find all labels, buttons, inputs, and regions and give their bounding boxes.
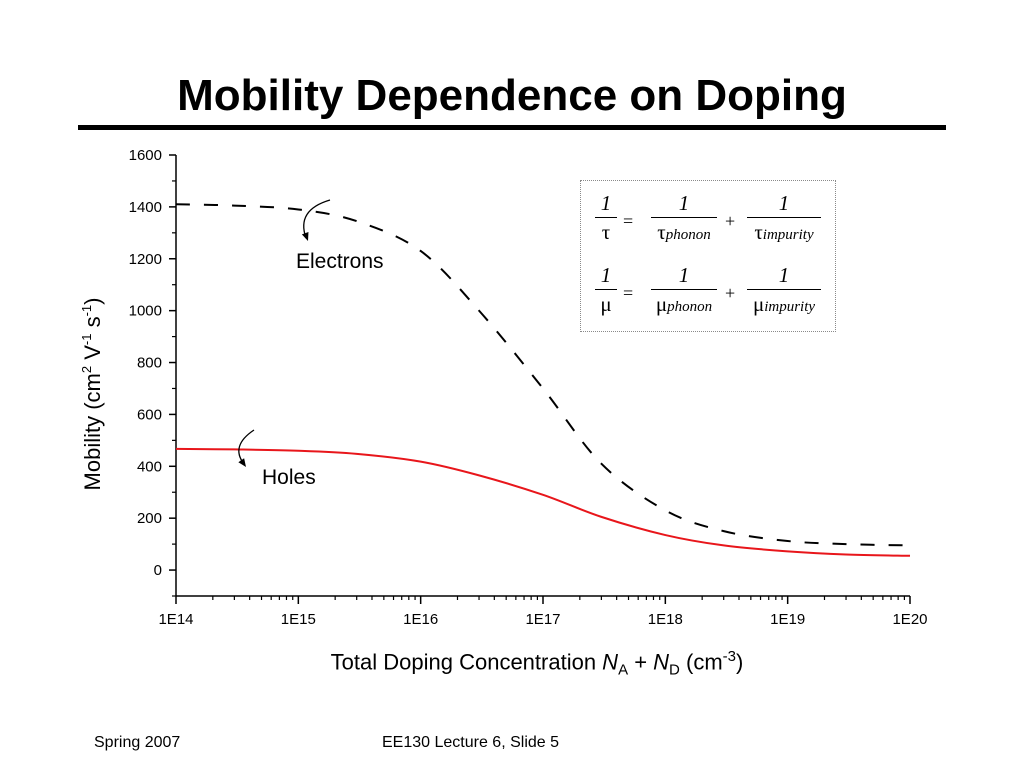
y-tick-label: 0 <box>154 562 162 579</box>
plus-sign: + <box>725 283 736 303</box>
y-tick-label: 600 <box>137 406 162 423</box>
y-tick-label: 1200 <box>129 251 162 268</box>
footer-date: Spring 2007 <box>94 734 181 751</box>
fraction: 1 μimpurity <box>747 263 821 319</box>
y-tick-label: 200 <box>137 510 162 527</box>
series-electrons-line <box>175 203 911 547</box>
x-tick-label: 1E16 <box>403 611 438 628</box>
x-axis-title: Total Doping Concentration NA + ND (cm-3… <box>330 648 744 679</box>
equals-sign: = <box>623 283 634 303</box>
plus-sign: + <box>725 211 736 231</box>
annotation-arrows <box>238 199 331 467</box>
x-tick-label: 1E14 <box>158 611 193 628</box>
slide-title: Mobility Dependence on Doping <box>177 71 847 120</box>
y-tick-label: 800 <box>137 355 162 372</box>
holes-arrow <box>238 429 255 465</box>
holes-arrowhead <box>238 458 246 467</box>
chart-series <box>175 203 911 557</box>
y-axis-title: Mobility (cm2 V-1 s-1) <box>79 298 105 491</box>
y-tick-label: 1600 <box>129 147 162 164</box>
series-holes-line <box>175 447 911 557</box>
x-tick-label: 1E15 <box>281 611 316 628</box>
y-tick-label: 400 <box>137 458 162 475</box>
electrons-label: Electrons <box>296 250 384 273</box>
fraction: 1 μphonon <box>651 263 717 319</box>
y-tick-label: 1400 <box>129 199 162 216</box>
x-tick-label: 1E20 <box>892 611 927 628</box>
chart-axes: 0 200 400 600 800 1000 1200 1400 1600 1E14 1E15 1E1… <box>129 147 928 628</box>
x-tick-label: 1E17 <box>525 611 560 628</box>
x-tick-label: 1E18 <box>648 611 683 628</box>
y-tick-label: 1000 <box>129 303 162 320</box>
equals-sign: = <box>623 211 634 231</box>
x-tick-label: 1E19 <box>770 611 805 628</box>
fraction: 1 τphonon <box>651 191 717 247</box>
fraction: 1 τimpurity <box>747 191 821 247</box>
holes-label: Holes <box>262 466 316 489</box>
electrons-arrowhead <box>301 232 309 241</box>
footer-course: EE130 Lecture 6, Slide 5 <box>382 734 560 751</box>
title-divider <box>78 125 946 130</box>
